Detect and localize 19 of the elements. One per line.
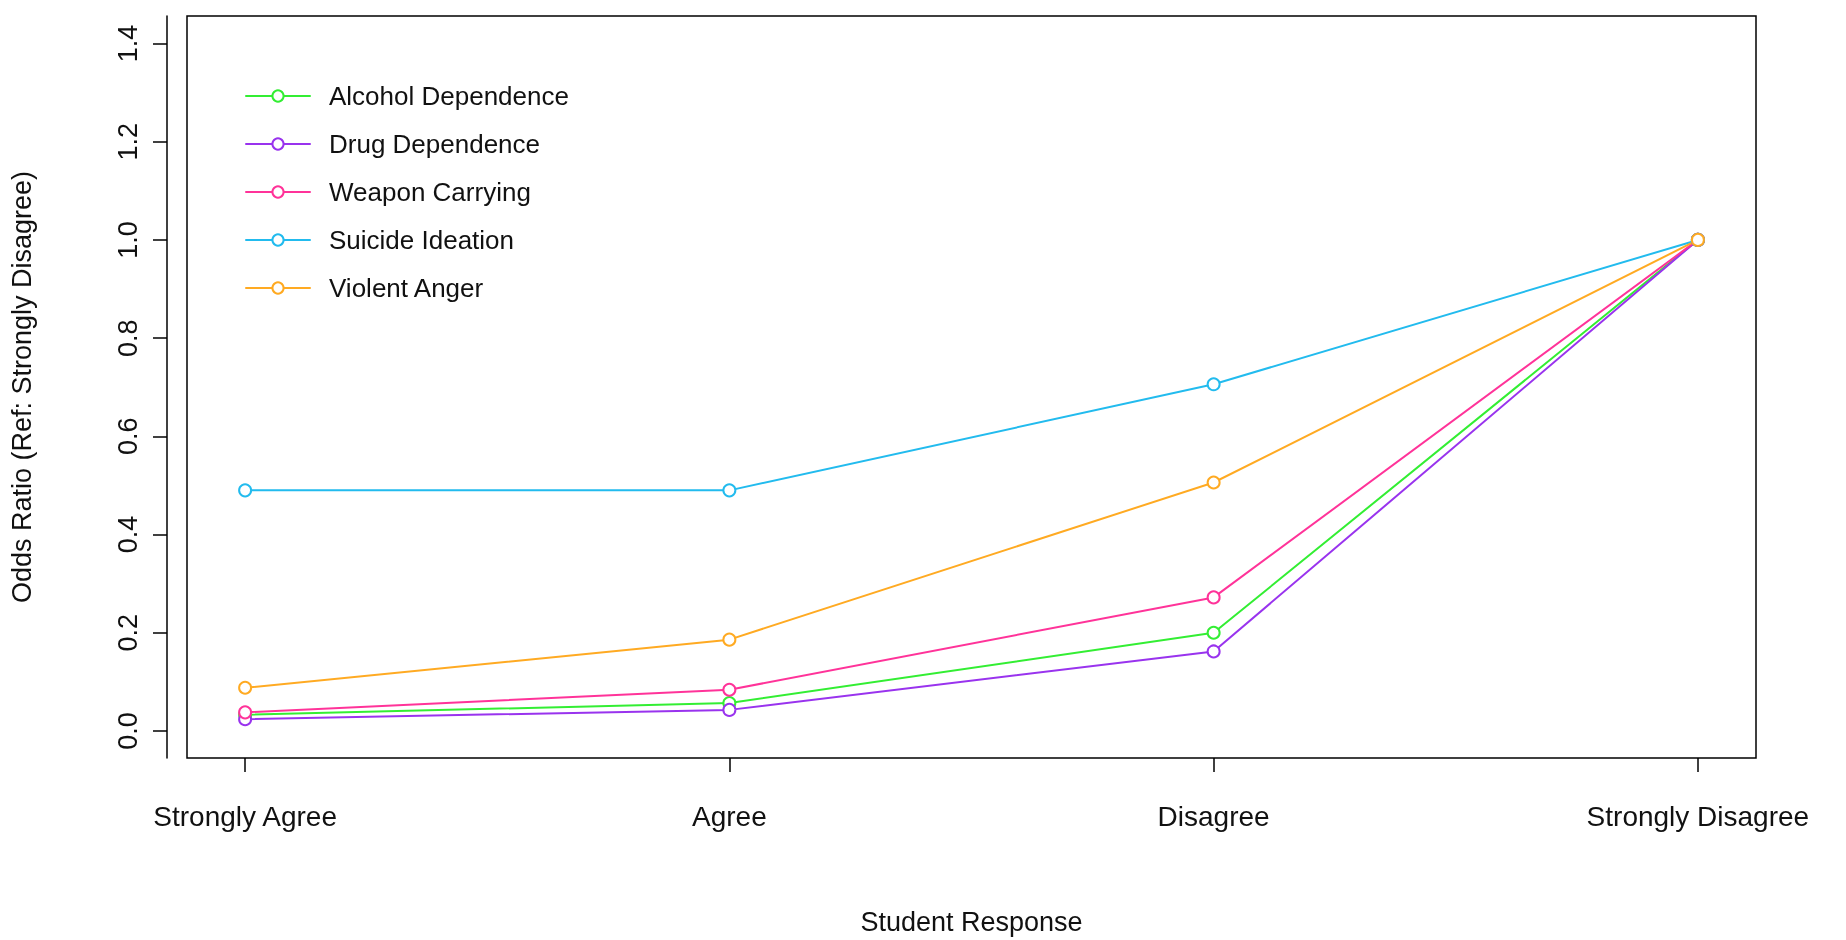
x-tick-label: Strongly Agree [153, 800, 337, 832]
legend-label: Suicide Ideation [329, 225, 515, 255]
y-tick-label: 1.0 [112, 221, 143, 259]
y-axis-title: Odds Ratio (Ref: Strongly Disagree) [6, 170, 37, 604]
x-tick-label: Disagree [1157, 800, 1270, 832]
legend-label: Alcohol Dependence [329, 81, 569, 111]
y-tick-label: 0.2 [112, 614, 143, 652]
legend-label: Violent Anger [329, 273, 484, 303]
y-tick-label: 0.8 [112, 319, 143, 357]
legend-label: Weapon Carrying [329, 177, 531, 207]
y-tick-label: 0.4 [112, 515, 143, 554]
y-tick-label: 0.6 [112, 417, 143, 456]
y-tick-label: 1.2 [112, 122, 143, 161]
x-axis-title: Student Response [860, 906, 1083, 937]
x-tick-label: Agree [692, 800, 767, 832]
y-tick-label: 1.4 [112, 24, 143, 63]
legend-label: Drug Dependence [329, 129, 541, 159]
x-tick-label: Strongly Disagree [1586, 800, 1810, 832]
y-tick-label: 0.0 [112, 712, 143, 750]
